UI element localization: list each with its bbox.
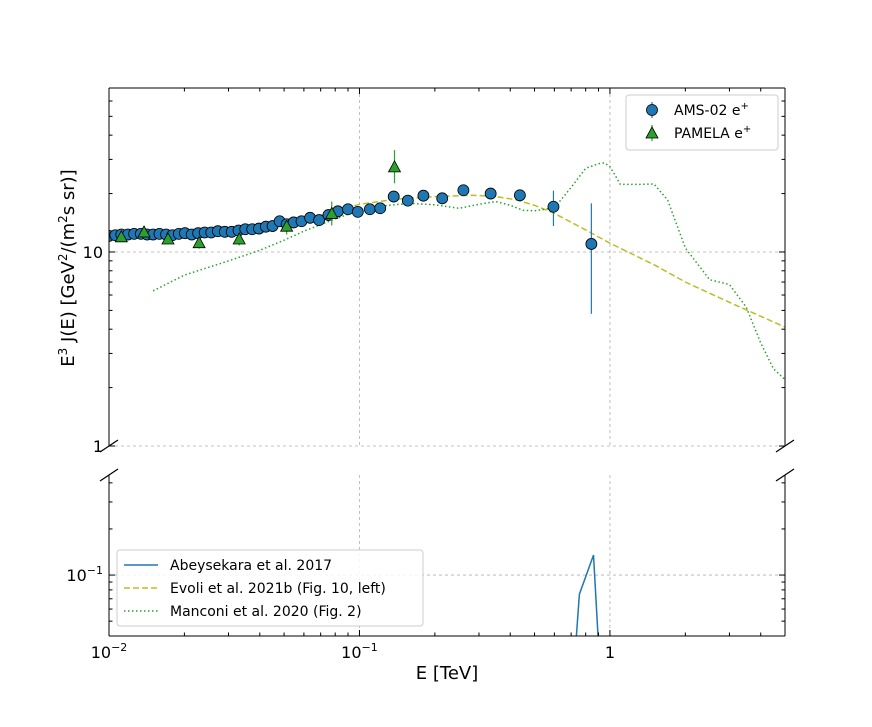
pamela-data-point [387,160,402,173]
upper-grid [109,88,785,447]
axis-break-mark [775,439,795,453]
lower-legend: Abeysekara et al. 2017 Evoli et al. 2021… [116,549,424,627]
pamela-data-point [325,206,339,219]
ams-data-point [351,205,364,218]
axis-break-mark [99,468,119,482]
axis-break-mark [99,439,119,453]
legend-marker-ams [646,102,658,118]
ams-data-point [417,189,430,202]
pamela-data-point [161,232,175,245]
ams-data-point [342,203,354,216]
ams-data-point [484,187,497,200]
ams-data-point [513,189,526,202]
lower-axes: 10−1 10−2 10−1 1 [66,475,786,662]
series-line-4 [152,162,785,381]
legend-marker-pamela [645,125,659,141]
x-axis-label: E [TeV] [416,663,478,684]
ams-data-point [547,200,560,213]
ams-data-point [387,190,400,203]
ams-data-point [374,202,387,215]
pamela-data-point [137,225,151,238]
legend-label-evoli: Evoli et al. 2021b (Fig. 10, left) [170,581,386,597]
upper-points [109,150,598,314]
legend-label-pamela: PAMELA e+ [674,124,751,142]
x-tick-label: 10−2 [91,641,128,662]
x-tick-label: 10−1 [341,641,378,662]
ams-data-point [363,203,376,216]
axis-break-marks [99,439,795,482]
pamela-data-point [279,219,294,232]
lower-curves [575,554,599,636]
upper-axes: 10 1 [83,87,786,456]
ams-data-point [401,194,414,207]
pamela-data-point [114,229,129,243]
lower-plot-panel: 10−1 10−2 10−1 1 [66,475,786,662]
ams-data-point [457,184,470,197]
y-axis-label: E3 J(E) [GeV2/(m2s sr)] [56,169,79,366]
legend-label-ams: AMS-02 e+ [674,101,749,119]
upper-legend: AMS-02 e+ PAMELA e+ [625,94,779,151]
upper-curves [152,162,785,381]
series-line-2 [575,554,599,636]
upper-legend-box [625,94,779,151]
ams-data-point [436,192,449,205]
y-tick-label-top: 1 [93,437,103,456]
y-tick-label-top: 10 [83,243,103,262]
upper-plot-panel: 10 1 [83,87,786,456]
pamela-data-point [192,235,206,249]
legend-label-abeysekara: Abeysekara et al. 2017 [170,558,332,574]
ams-data-point [585,238,598,250]
x-tick-label: 1 [605,643,615,662]
legend-label-manconi: Manconi et al. 2020 (Fig. 2) [170,604,362,620]
series-line-3 [283,194,785,328]
pamela-data-point [232,232,246,245]
lower-legend-box [116,549,424,627]
y-tick-label-bottom: 10−1 [66,564,103,585]
ams-data-point [313,214,326,226]
axis-break-mark [775,468,795,482]
